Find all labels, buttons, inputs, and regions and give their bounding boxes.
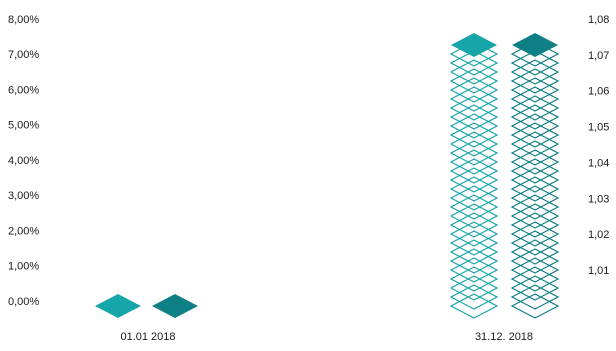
right-tick-label: 1,03 [588, 193, 609, 205]
bar-outline-diamond [449, 176, 499, 202]
bar-outline-diamond [449, 284, 499, 310]
right-tick-label: 1,05 [588, 122, 609, 134]
bar-outline-diamond [510, 131, 560, 157]
bar-outline-diamond [510, 176, 560, 202]
bar-outline-diamond [449, 104, 499, 130]
bar-outline-diamond [510, 50, 560, 76]
bar-outline-diamond [510, 248, 560, 274]
bar-outline-diamond [449, 266, 499, 292]
bar-outline-diamond [449, 113, 499, 139]
bar-1-1 [510, 33, 560, 319]
bar-outline-diamond [449, 131, 499, 157]
bar-outline-diamond [510, 284, 560, 310]
bar-outline-diamond [510, 194, 560, 220]
bar-outline-diamond [449, 86, 499, 112]
bar-outline-diamond [510, 239, 560, 265]
bar-outline-diamond [510, 68, 560, 94]
left-tick-label: 3,00% [8, 190, 39, 202]
bar-outline-diamond [510, 59, 560, 85]
left-tick-label: 2,00% [8, 225, 39, 237]
bar-outline-diamond [449, 68, 499, 94]
bar-outline-diamond [510, 257, 560, 283]
bar-outline-diamond [449, 275, 499, 301]
bar-outline-diamond [510, 266, 560, 292]
bar-0-1 [449, 33, 499, 319]
bar-outline-diamond [449, 167, 499, 193]
bar-outline-diamond [510, 275, 560, 301]
left-tick-label: 1,00% [8, 261, 39, 273]
right-tick-label: 1,02 [588, 229, 609, 241]
right-tick-label: 1,04 [588, 157, 609, 169]
bar-cap-diamond [512, 33, 558, 57]
left-tick-label: 8,00% [8, 14, 39, 26]
bar-outline-diamond [449, 59, 499, 85]
bar-outline-diamond [449, 230, 499, 256]
bar-outline-diamond [510, 293, 560, 319]
bar-outline-diamond [510, 122, 560, 148]
bar-1-0 [152, 294, 198, 318]
bar-outline-diamond [510, 104, 560, 130]
right-tick-label: 1,07 [588, 50, 609, 62]
bar-outline-diamond [510, 212, 560, 238]
bar-outline-diamond [449, 293, 499, 319]
category-label: 31.12. 2018 [475, 331, 533, 343]
left-tick-label: 6,00% [8, 84, 39, 96]
left-axis-ticks: 8,00% 7,00% 6,00% 5,00% 4,00% 3,00% 2,00% 1,00%… [8, 14, 39, 308]
bar-outline-diamond [510, 41, 560, 67]
bar-outline-diamond [510, 221, 560, 247]
bar-0-0 [95, 294, 141, 318]
bar-outline-diamond [449, 194, 499, 220]
bar-cap-diamond [152, 294, 198, 318]
bar-cap-diamond [95, 294, 141, 318]
bar-outline-diamond [510, 86, 560, 112]
bar-outline-diamond [449, 248, 499, 274]
bar-outline-diamond [449, 203, 499, 229]
bar-outline-diamond [449, 239, 499, 265]
right-axis-ticks: 1,08 1,07 1,06 1,05 1,04 1,03 1,02 1,01 [588, 14, 609, 277]
bar-outline-diamond [449, 185, 499, 211]
left-tick-label: 4,00% [8, 155, 39, 167]
right-tick-label: 1,01 [588, 265, 609, 277]
bar-outline-diamond [449, 50, 499, 76]
left-tick-label: 0,00% [8, 296, 39, 308]
bar-outline-diamond [449, 158, 499, 184]
bar-outline-diamond [449, 140, 499, 166]
bar-outline-diamond [449, 149, 499, 175]
left-tick-label: 5,00% [8, 120, 39, 132]
bar-cap-diamond [451, 33, 497, 57]
bar-outline-diamond [510, 113, 560, 139]
bar-outline-diamond [510, 203, 560, 229]
category-labels: 01.01 2018 31.12. 2018 [120, 331, 533, 343]
bar-outline-diamond [510, 185, 560, 211]
bar-outline-diamond [449, 41, 499, 67]
bar-outline-diamond [510, 140, 560, 166]
category-label: 01.01 2018 [120, 331, 175, 343]
bar-outline-diamond [510, 149, 560, 175]
bar-outline-diamond [449, 221, 499, 247]
bar-outline-diamond [449, 77, 499, 103]
bar-outline-diamond [510, 95, 560, 121]
bar-outline-diamond [510, 158, 560, 184]
bar-outline-diamond [510, 167, 560, 193]
bar-outline-diamond [449, 122, 499, 148]
left-tick-label: 7,00% [8, 49, 39, 61]
right-tick-label: 1,06 [588, 86, 609, 98]
bars [95, 33, 560, 319]
bar-outline-diamond [510, 77, 560, 103]
bar-outline-diamond [510, 230, 560, 256]
right-tick-label: 1,08 [588, 14, 609, 26]
bar-outline-diamond [449, 95, 499, 121]
bar-outline-diamond [449, 257, 499, 283]
bar-outline-diamond [449, 212, 499, 238]
